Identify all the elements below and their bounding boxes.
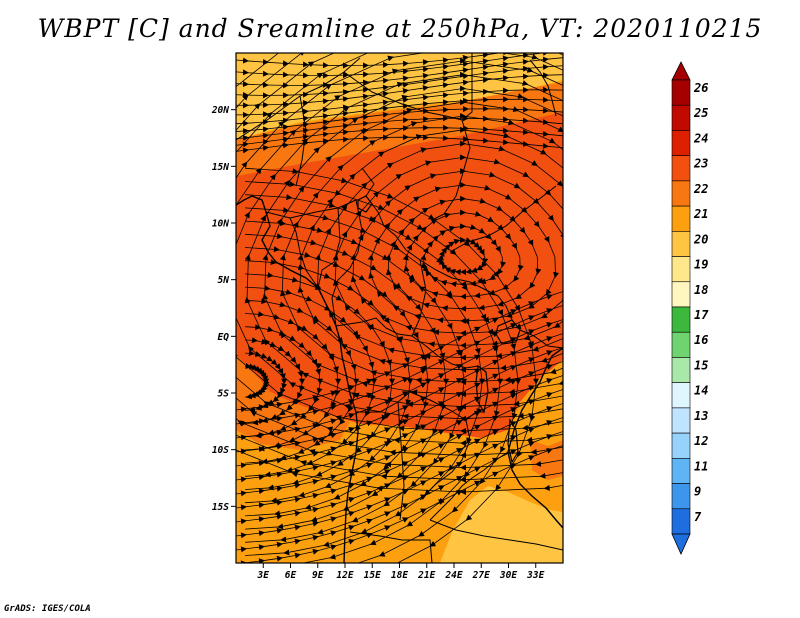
streamline-layer <box>236 53 563 563</box>
x-tick-label: 3E <box>257 570 270 581</box>
colorbar-swatch <box>671 180 691 207</box>
x-tick-label: 15E <box>364 570 381 581</box>
border <box>397 401 405 521</box>
border <box>289 217 319 289</box>
border <box>429 519 563 551</box>
colorbar-label: 11 <box>694 459 708 473</box>
colorbar-swatch <box>671 104 691 131</box>
border <box>356 391 484 421</box>
x-tick-label: 30E <box>499 570 517 581</box>
colorbar-swatch <box>671 357 691 383</box>
y-tick-label: EQ <box>218 332 230 343</box>
x-tick-label: 21E <box>417 570 435 581</box>
y-tick-label: 5S <box>218 389 230 400</box>
x-tick-label: 24E <box>444 570 462 581</box>
colorbar-label: 26 <box>693 81 708 95</box>
y-tick-label: 15S <box>212 502 229 513</box>
colorbar-swatch <box>671 256 691 283</box>
colorbar-swatch <box>671 306 691 333</box>
x-tick-label: 9E <box>312 570 324 581</box>
colorbar-swatch <box>671 281 691 308</box>
colorbar-label: 19 <box>694 258 708 272</box>
page-title: WBPT [C] and Sreamline at 250hPa, VT: 20… <box>37 14 763 43</box>
colorbar-label: 9 <box>694 485 701 499</box>
y-tick-label: 20N <box>211 105 229 116</box>
colorbar-label: 18 <box>694 283 708 297</box>
border <box>331 199 363 327</box>
border <box>295 95 307 187</box>
colorbar-top-cap <box>671 61 691 81</box>
colorbar-label: 14 <box>694 384 708 398</box>
border <box>343 71 463 121</box>
colorbar-label: 16 <box>694 333 708 347</box>
border <box>461 53 473 121</box>
colorbar-swatch <box>671 130 691 156</box>
y-tick-label: 5N <box>218 275 230 286</box>
border <box>419 419 471 501</box>
border <box>405 249 513 321</box>
grads-credit: GrADS: IGES/COLA <box>4 604 91 614</box>
colorbar-label: 7 <box>694 510 702 524</box>
y-tick-label: 15N <box>212 162 229 173</box>
axis-ticks: 3E 6E 9E 12E 15E 18E 21E 24E 27E 30E 33E 20N 15N 10N 5… <box>211 105 545 581</box>
colorbar-label: 23 <box>693 157 708 171</box>
colorbar-swatch <box>671 205 691 232</box>
coastline <box>236 195 359 563</box>
x-tick-label: 27E <box>472 570 490 581</box>
y-tick-label: 10S <box>212 445 229 456</box>
border <box>265 199 357 219</box>
colorbar-label: 15 <box>694 358 708 372</box>
border <box>349 531 433 563</box>
colorbar-swatch <box>671 155 691 182</box>
border <box>236 57 361 141</box>
x-tick-label: 18E <box>391 570 408 581</box>
colorbar-swatch <box>671 508 691 535</box>
lake-chad <box>357 195 373 213</box>
border <box>449 185 557 253</box>
colorbar: 26 25 24 23 22 21 20 19 18 17 16 15 14 13 12 11 9 7 <box>671 61 709 555</box>
colorbar-swatch <box>671 231 691 257</box>
border <box>361 167 407 251</box>
border <box>519 329 563 349</box>
border <box>317 207 341 289</box>
x-tick-label: 12E <box>336 570 353 581</box>
colorbar-swatch <box>671 432 691 459</box>
coastline-border-layer <box>236 53 563 563</box>
colorbar-swatch <box>671 407 691 434</box>
border <box>411 259 427 337</box>
border <box>429 451 509 521</box>
colorbar-swatch <box>671 483 691 510</box>
colorbar-label: 21 <box>693 207 708 221</box>
colorbar-swatch <box>671 331 691 358</box>
colorbar-label: 22 <box>693 182 708 196</box>
colorbar-swatch <box>671 458 691 484</box>
border <box>529 59 557 117</box>
lake-malawi <box>507 418 519 464</box>
colorbar-label: 24 <box>693 131 708 145</box>
x-tick-label: 6E <box>285 570 297 581</box>
colorbar-label: 12 <box>694 434 708 448</box>
colorbar-label: 17 <box>694 308 709 322</box>
y-tick-label: 10N <box>212 219 229 230</box>
colorbar-swatch <box>671 382 691 409</box>
colorbar-label: 13 <box>694 409 708 423</box>
colorbar-bottom-cap <box>671 533 691 555</box>
colorbar-label: 20 <box>693 232 708 246</box>
colorbar-swatch <box>671 79 691 106</box>
border <box>431 119 471 221</box>
x-tick-label: 33E <box>526 570 544 581</box>
coastline-east <box>507 347 563 529</box>
colorbar-label: 25 <box>693 106 708 120</box>
map-plot-area <box>236 53 563 563</box>
